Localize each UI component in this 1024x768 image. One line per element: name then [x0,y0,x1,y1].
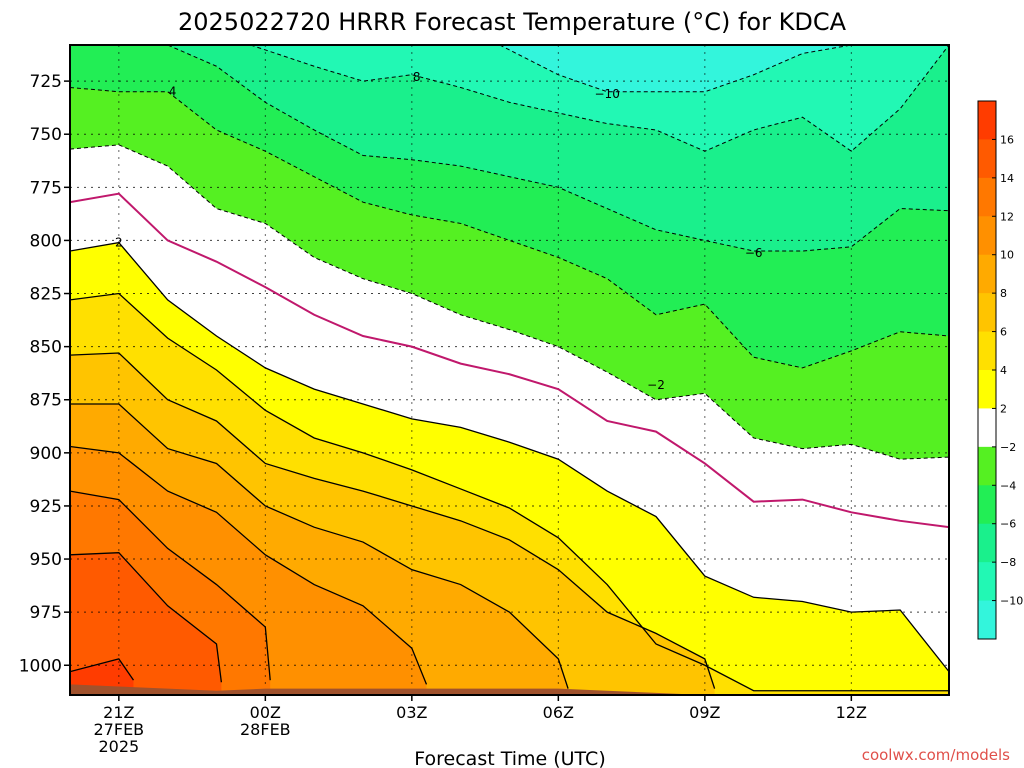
colorbar-segment--10--8 [978,562,996,602]
colorbar-segment-gt16 [978,101,996,140]
x-tick-label-15-0: 12Z [836,703,867,722]
colorbar-segment-lt-10 [978,600,996,640]
x-tick-label-0-1: 27FEB [94,720,145,739]
colorbar-label-2: 12 [1000,210,1014,223]
colorbar-segment-4-6 [978,331,996,371]
contour-label-5: 2 [115,236,123,250]
colorbar-segment-2-4 [978,370,996,409]
contour-12 [70,490,271,681]
y-tick-label-825: 825 [30,285,62,305]
contour--8 [250,45,949,152]
x-tick-label-0-2: 2025 [98,737,139,756]
contour-8 [70,403,569,689]
colorbar-segment--6--4 [978,485,996,525]
y-tick-label-725: 725 [30,72,62,92]
contour-14 [70,552,223,683]
y-tick-label-925: 925 [30,497,62,517]
contour--4 [70,86,949,369]
y-tick-label-950: 950 [30,550,62,570]
colorbar-segment--4--2 [978,446,996,486]
y-tick-label-850: 850 [30,338,62,358]
colorbar-label-12: −10 [1000,595,1023,608]
colorbar-segment-6-8 [978,293,996,333]
colorbar-label-1: 14 [1000,172,1014,185]
x-tick-label-6-0: 03Z [396,703,427,722]
y-tick-label-1000: 1000 [19,656,62,676]
contour--2 [70,144,949,460]
x-tick-label-0-0: 21Z [103,703,134,722]
plot-frame [69,44,950,696]
colorbar-segment-10-12 [978,216,996,256]
x-tick-label-3-0: 00Z [250,703,281,722]
contour-10 [70,445,428,685]
colorbar-label-6: 4 [1000,364,1007,377]
band-14-16 [70,552,949,695]
y-tick-label-975: 975 [30,603,62,623]
colorbar-segment-12-14 [978,177,996,217]
y-tick-label-775: 775 [30,178,62,198]
x-tick-label-9-0: 06Z [543,703,574,722]
contour-0 [70,192,949,529]
contour-4 [70,292,949,692]
contour--10 [499,45,949,93]
colorbar-label-0: 16 [1000,133,1014,146]
colorbar-label-8: −2 [1000,441,1016,454]
temperature-fill-bands [70,45,949,695]
colorbar-label-7: 2 [1000,402,1007,415]
colorbar-segment-8-10 [978,254,996,294]
contour-16 [70,658,135,681]
y-tick-label-875: 875 [30,391,62,411]
ground-fill [70,684,949,695]
colorbar-label-3: 10 [1000,249,1014,262]
x-tick-label-3-1: 28FEB [240,720,291,739]
contour-2 [70,241,949,673]
y-axis-ticks: 725 750 775 800 825 850 875 900 925 950 975 1000 [19,72,70,676]
credit-text: coolwx.com/models [862,746,1010,764]
contour-label-1: 8 [413,70,421,84]
colorbar-label-4: 8 [1000,287,1007,300]
colorbar-label-10: −6 [1000,518,1016,531]
contour--6 [70,45,949,252]
colorbar-label-11: −8 [1000,556,1016,569]
contour-label-0: 4 [169,85,177,99]
colorbar-segment--2-2 [978,408,996,448]
contour-label-4: −2 [647,378,665,392]
x-tick-label-12-0: 09Z [689,703,720,722]
band-10-12 [70,446,949,695]
y-tick-label-900: 900 [30,444,62,464]
contour-labels: 4 8 −10 −6 −2 2 [115,70,763,392]
colorbar-label-5: 6 [1000,326,1007,339]
contour-label-2: −10 [595,87,620,101]
ground-surface [70,684,949,695]
colorbar-legend: 16 14 12 10 8 6 4 2 −2 −4 −6 −8 −10 [977,100,1023,640]
x-axis-label: Forecast Time (UTC) [414,748,605,768]
contour-6 [70,352,716,689]
y-tick-label-800: 800 [30,231,62,251]
colorbar-segment--8--6 [978,523,996,563]
contour-lines [70,45,949,692]
colorbar-label-9: −4 [1000,479,1016,492]
chart-title: 2025022720 HRRR Forecast Temperature (°C… [178,8,847,36]
y-tick-label-750: 750 [30,125,62,145]
contour-label-3: −6 [745,246,763,260]
colorbar-segment-14-16 [978,139,996,179]
